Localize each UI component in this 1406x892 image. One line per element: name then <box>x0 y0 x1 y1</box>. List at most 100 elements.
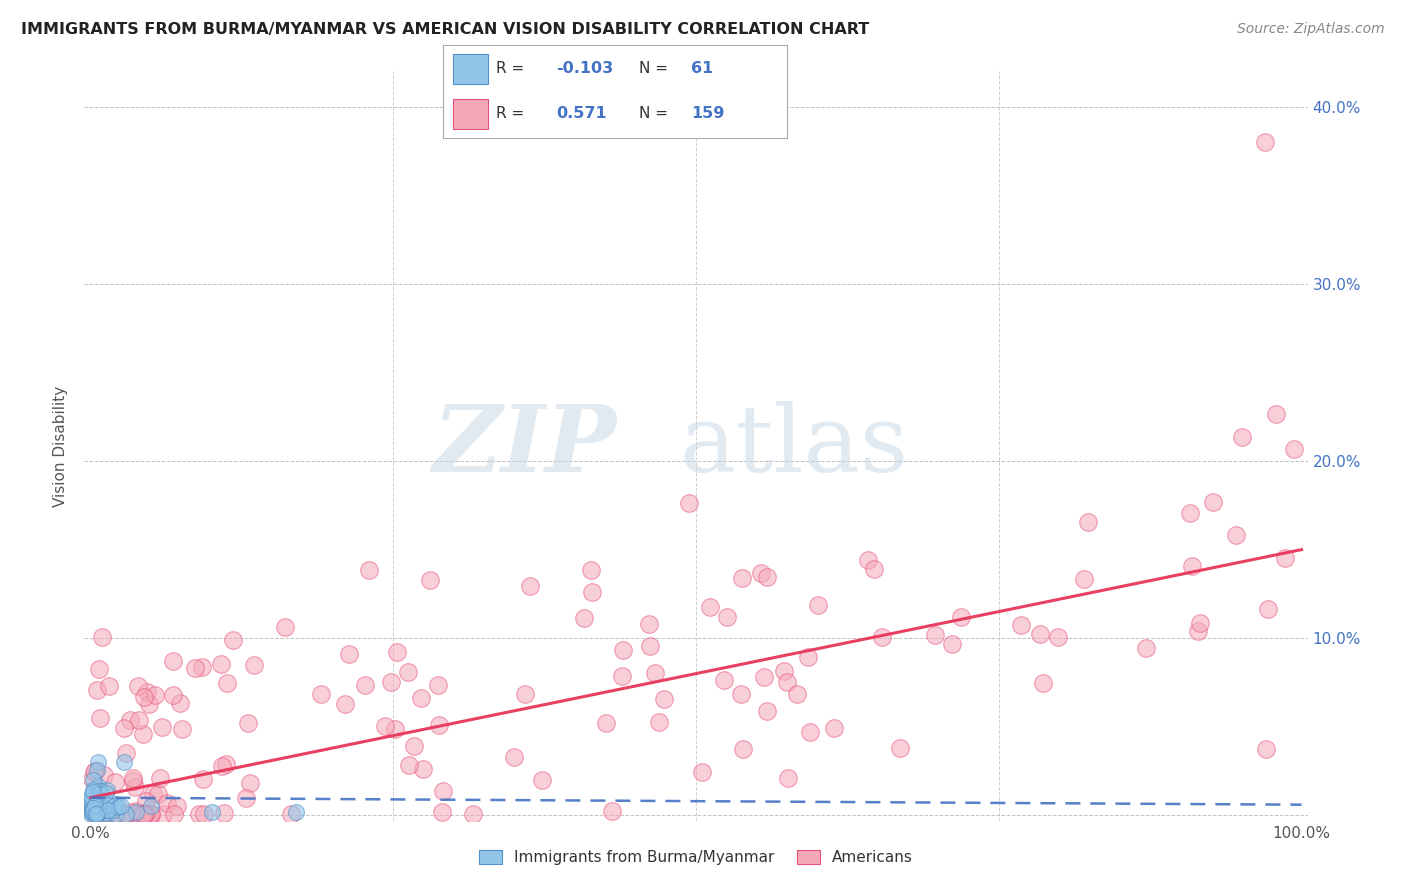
Point <box>124 780 146 794</box>
Point <box>411 691 433 706</box>
Point <box>1254 135 1277 149</box>
Point <box>595 715 617 730</box>
Point <box>89 711 111 725</box>
Point <box>86 682 108 697</box>
Point <box>799 725 821 739</box>
Point <box>170 722 193 736</box>
Point <box>690 765 713 780</box>
Point <box>138 806 160 821</box>
Point <box>1257 602 1279 616</box>
Point <box>404 739 426 753</box>
Point <box>243 658 266 673</box>
Point <box>82 802 104 816</box>
Point <box>799 725 821 739</box>
Point <box>83 799 105 814</box>
Point <box>419 573 441 587</box>
Point <box>128 713 150 727</box>
Point <box>114 806 136 821</box>
Point <box>86 806 108 821</box>
Point <box>124 805 146 819</box>
Point <box>1028 627 1050 641</box>
Point <box>152 806 174 821</box>
Point <box>170 722 193 736</box>
Point <box>1046 630 1069 644</box>
Point <box>222 633 245 648</box>
Point <box>359 563 381 577</box>
Point <box>80 805 103 819</box>
Point <box>581 563 603 577</box>
Text: 61: 61 <box>690 61 713 76</box>
Point <box>236 716 259 731</box>
Point <box>149 771 172 785</box>
Point <box>134 806 156 821</box>
Point <box>80 801 103 815</box>
Point <box>91 806 114 821</box>
Point <box>678 495 700 509</box>
Point <box>412 762 434 776</box>
Point <box>114 746 136 760</box>
Point <box>139 806 162 821</box>
Point <box>187 806 209 821</box>
Point <box>89 788 111 802</box>
Point <box>1254 742 1277 756</box>
Point <box>889 740 911 755</box>
Point <box>503 749 526 764</box>
Point <box>215 756 238 771</box>
Point <box>162 654 184 668</box>
Point <box>80 791 103 805</box>
Point <box>1046 630 1069 644</box>
Point <box>690 765 713 780</box>
Point <box>97 803 120 817</box>
Point <box>755 570 778 584</box>
Point <box>214 806 236 821</box>
Point <box>595 715 617 730</box>
Point <box>531 773 554 788</box>
Point <box>950 610 973 624</box>
Point <box>396 665 419 679</box>
Point <box>856 552 879 566</box>
Point <box>354 678 377 692</box>
Point <box>776 674 799 689</box>
Point <box>82 790 104 805</box>
Point <box>80 794 103 808</box>
Point <box>716 610 738 624</box>
Point <box>124 780 146 794</box>
Point <box>786 687 808 701</box>
Point <box>91 806 114 821</box>
Point <box>146 787 169 801</box>
Point <box>101 803 124 817</box>
Point <box>149 771 172 785</box>
Point <box>125 806 148 821</box>
Point <box>519 579 541 593</box>
Point <box>384 723 406 737</box>
Point <box>215 676 238 690</box>
Point <box>531 773 554 788</box>
Point <box>96 794 118 808</box>
Point <box>309 688 332 702</box>
Point <box>749 566 772 581</box>
Point <box>581 585 603 599</box>
Point <box>166 799 188 814</box>
Point <box>427 718 450 732</box>
Point <box>209 657 232 671</box>
Point <box>162 688 184 702</box>
Point <box>143 688 166 702</box>
Point <box>337 647 360 661</box>
Point <box>191 772 214 787</box>
Point <box>83 806 105 821</box>
Point <box>374 718 396 732</box>
Point <box>396 665 419 679</box>
Point <box>730 687 752 701</box>
Point <box>118 713 141 727</box>
Point <box>419 573 441 587</box>
Text: IMMIGRANTS FROM BURMA/MYANMAR VS AMERICAN VISION DISABILITY CORRELATION CHART: IMMIGRANTS FROM BURMA/MYANMAR VS AMERICA… <box>21 22 869 37</box>
Text: 159: 159 <box>690 106 724 121</box>
Point <box>1181 559 1204 574</box>
Point <box>1254 742 1277 756</box>
Point <box>427 678 450 692</box>
Point <box>285 805 308 819</box>
Point <box>427 718 450 732</box>
Point <box>1230 429 1253 443</box>
Point <box>120 805 142 820</box>
Point <box>93 803 115 817</box>
